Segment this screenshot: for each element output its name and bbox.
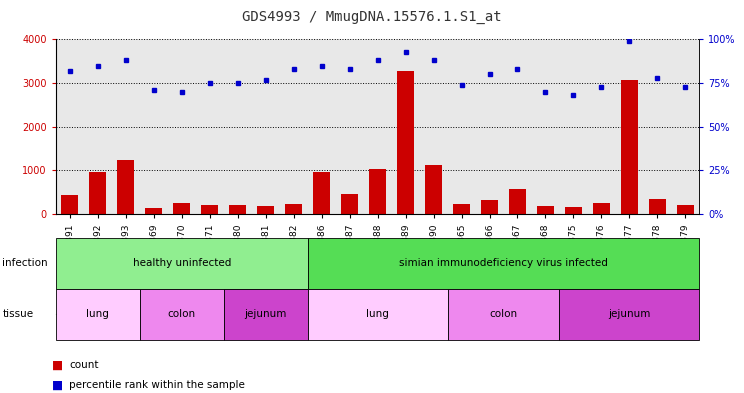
Text: count: count bbox=[69, 360, 99, 371]
Bar bbox=[425, 165, 442, 214]
Bar bbox=[173, 203, 190, 214]
Text: colon: colon bbox=[490, 309, 518, 320]
Text: jejunum: jejunum bbox=[609, 309, 650, 320]
Bar bbox=[285, 204, 302, 214]
Text: jejunum: jejunum bbox=[245, 309, 287, 320]
Text: lung: lung bbox=[366, 309, 389, 320]
Text: healthy uninfected: healthy uninfected bbox=[132, 258, 231, 268]
Text: simian immunodeficiency virus infected: simian immunodeficiency virus infected bbox=[399, 258, 608, 268]
Bar bbox=[341, 194, 358, 214]
Bar bbox=[145, 208, 162, 214]
Bar bbox=[537, 206, 554, 214]
Bar bbox=[565, 207, 582, 214]
Text: percentile rank within the sample: percentile rank within the sample bbox=[69, 380, 245, 390]
Bar bbox=[89, 172, 106, 214]
Bar bbox=[649, 199, 666, 214]
Bar bbox=[118, 160, 134, 214]
Bar bbox=[453, 204, 470, 214]
Bar bbox=[369, 169, 386, 214]
Bar bbox=[257, 206, 274, 214]
Text: lung: lung bbox=[86, 309, 109, 320]
Text: colon: colon bbox=[167, 309, 196, 320]
Bar bbox=[621, 79, 638, 214]
Bar bbox=[593, 203, 610, 214]
Text: GDS4993 / MmugDNA.15576.1.S1_at: GDS4993 / MmugDNA.15576.1.S1_at bbox=[243, 10, 501, 24]
Text: ■: ■ bbox=[52, 359, 63, 372]
Bar bbox=[677, 205, 693, 214]
Bar bbox=[202, 205, 218, 214]
Text: ■: ■ bbox=[52, 378, 63, 392]
Bar bbox=[397, 71, 414, 214]
Bar bbox=[229, 206, 246, 214]
Bar bbox=[481, 200, 498, 214]
Text: infection: infection bbox=[2, 258, 48, 268]
Text: tissue: tissue bbox=[2, 309, 33, 320]
Bar bbox=[313, 172, 330, 214]
Bar bbox=[509, 189, 526, 214]
Bar bbox=[62, 195, 78, 214]
